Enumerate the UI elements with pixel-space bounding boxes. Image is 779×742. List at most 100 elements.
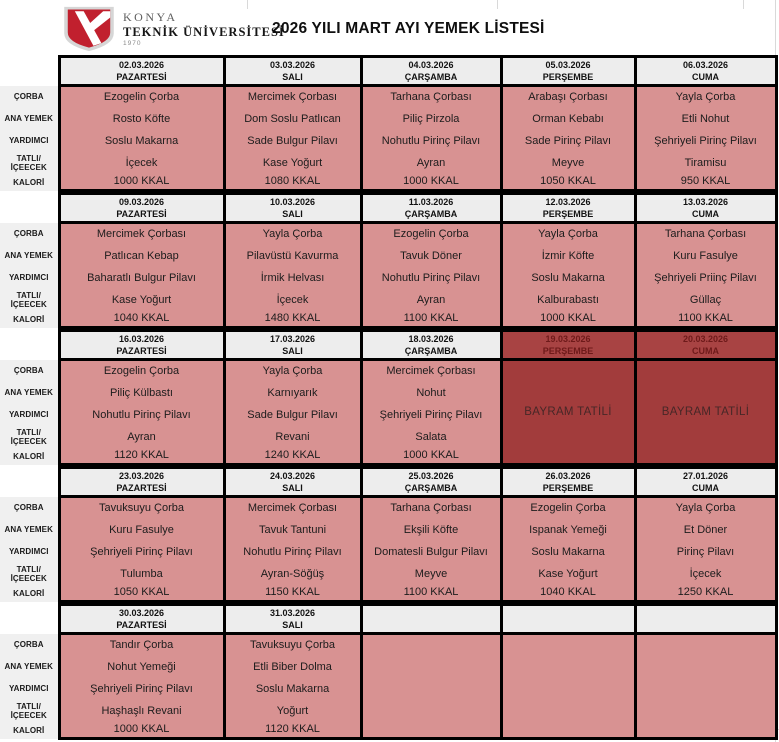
meal-cell[interactable]: 1000 KKAL [499,310,637,329]
meal-cell[interactable]: Yayla Çorba [222,359,363,382]
meal-cell[interactable]: Kalburabastı [499,288,637,311]
row-label-cell[interactable]: ÇORBA [0,359,59,382]
meal-cell[interactable] [359,721,503,740]
row-label-cell[interactable]: KALORİ [0,173,59,191]
meal-cell[interactable] [499,633,637,656]
meal-cell[interactable]: Soslu Makarna [499,266,637,289]
meal-cell[interactable]: 1050 KKAL [499,173,637,192]
meal-cell[interactable] [359,655,503,678]
meal-cell[interactable]: Ispanak Yemeği [499,518,637,541]
date-header-cell[interactable]: 17.03.2026 SALI [222,329,363,361]
meal-cell[interactable]: Meyve [499,151,637,174]
meal-cell[interactable]: Pilavüstü Kavurma [222,244,363,267]
meal-cell[interactable] [359,699,503,722]
date-header-cell[interactable]: 27.01.2026 CUMA [633,466,778,498]
meal-cell[interactable]: Tiramisu [633,151,778,174]
meal-cell[interactable]: Tarhana Çorbası [359,496,503,519]
row-label-cell[interactable]: ANA YEMEK [0,244,59,267]
meal-cell[interactable]: Ezogelin Çorba [359,222,503,245]
meal-cell[interactable]: İzmir Köfte [499,244,637,267]
meal-cell[interactable]: Tavuk Tantuni [222,518,363,541]
meal-cell[interactable]: Kuru Fasulye [57,518,226,541]
meal-cell[interactable]: 1040 KKAL [499,584,637,603]
meal-cell[interactable]: Sade Pirinç Pilavı [499,129,637,152]
meal-cell[interactable] [633,721,778,740]
meal-cell[interactable]: Kase Yoğurt [499,562,637,585]
meal-cell[interactable]: 950 KKAL [633,173,778,192]
meal-cell[interactable]: Karnıyarık [222,381,363,404]
meal-cell[interactable]: 1240 KKAL [222,447,363,466]
meal-cell[interactable]: Mercimek Çorbası [222,85,363,108]
meal-cell[interactable]: Tarhana Çorbası [359,85,503,108]
meal-cell[interactable]: Revani [222,425,363,448]
row-label-cell[interactable]: ANA YEMEK [0,655,59,678]
holiday-date-header-cell[interactable]: 20.03.2026 CUMA [633,329,778,361]
meal-cell[interactable] [633,633,778,656]
meal-cell[interactable]: Şehriyeli Pirinç Pilavı [57,677,226,700]
meal-cell[interactable]: 1000 KKAL [57,173,226,192]
meal-cell[interactable]: Ayran-Söğüş [222,562,363,585]
meal-cell[interactable]: Etli Biber Dolma [222,655,363,678]
date-header-cell[interactable]: 13.03.2026 CUMA [633,192,778,224]
row-label-cell[interactable]: TATLI/İÇEECEK [0,151,59,174]
date-header-cell[interactable]: 16.03.2026 PAZARTESİ [57,329,226,361]
meal-cell[interactable]: Tavuk Döner [359,244,503,267]
meal-cell[interactable]: Tavuksuyu Çorba [222,633,363,656]
meal-cell[interactable]: Ezogelin Çorba [57,85,226,108]
meal-cell[interactable] [633,677,778,700]
date-header-cell[interactable]: 09.03.2026 PAZARTESİ [57,192,226,224]
meal-cell[interactable]: 1150 KKAL [222,584,363,603]
meal-cell[interactable]: Tulumba [57,562,226,585]
meal-cell[interactable]: Nohutlu Pirinç Pilavı [57,403,226,426]
meal-cell[interactable]: 1100 KKAL [633,310,778,329]
meal-cell[interactable]: 1480 KKAL [222,310,363,329]
meal-cell[interactable]: Piliç Külbastı [57,381,226,404]
meal-cell[interactable]: Nohutlu Pirinç Pilavı [359,129,503,152]
meal-cell[interactable]: Haşhaşlı Revani [57,699,226,722]
meal-cell[interactable]: Et Döner [633,518,778,541]
meal-cell[interactable]: Dom Soslu Patlıcan [222,107,363,130]
meal-cell[interactable] [633,655,778,678]
row-label-cell[interactable]: YARDIMCI [0,677,59,700]
date-header-cell[interactable]: 04.03.2026 ÇARŞAMBA [359,55,503,87]
meal-cell[interactable]: Rosto Köfte [57,107,226,130]
meal-cell[interactable]: Sade Bulgur Pilavı [222,403,363,426]
row-label-cell[interactable]: YARDIMCI [0,129,59,152]
meal-cell[interactable]: Yoğurt [222,699,363,722]
meal-cell[interactable]: 1100 KKAL [359,310,503,329]
meal-cell[interactable]: 1250 KKAL [633,584,778,603]
row-label-cell[interactable]: TATLI/İÇEECEK [0,699,59,722]
date-header-cell[interactable]: 03.03.2026 SALI [222,55,363,87]
date-header-cell[interactable]: 11.03.2026 ÇARŞAMBA [359,192,503,224]
meal-cell[interactable]: İçecek [222,288,363,311]
date-header-cell[interactable]: 02.03.2026 PAZARTESİ [57,55,226,87]
meal-cell[interactable]: Etli Nohut [633,107,778,130]
date-header-cell[interactable]: 05.03.2026 PERŞEMBE [499,55,637,87]
row-label-cell[interactable]: YARDIMCI [0,403,59,426]
meal-cell[interactable]: Ayran [359,288,503,311]
meal-cell[interactable]: İrmik Helvası [222,266,363,289]
meal-cell[interactable]: Orman Kebabı [499,107,637,130]
meal-cell[interactable]: Ekşili Köfte [359,518,503,541]
row-label-cell[interactable]: KALORİ [0,447,59,465]
meal-cell[interactable]: Salata [359,425,503,448]
meal-cell[interactable]: Ayran [359,151,503,174]
row-label-cell[interactable]: ANA YEMEK [0,381,59,404]
date-header-cell[interactable]: 12.03.2026 PERŞEMBE [499,192,637,224]
meal-cell[interactable] [499,721,637,740]
meal-cell[interactable]: Patlıcan Kebap [57,244,226,267]
meal-cell[interactable]: Tavuksuyu Çorba [57,496,226,519]
meal-cell[interactable]: 1120 KKAL [222,721,363,740]
date-header-cell[interactable] [499,603,637,635]
meal-cell[interactable]: İçecek [57,151,226,174]
meal-cell[interactable] [359,677,503,700]
meal-cell[interactable]: Soslu Makarna [222,677,363,700]
date-header-cell[interactable] [359,603,503,635]
date-header-cell[interactable]: 18.03.2026 ÇARŞAMBA [359,329,503,361]
meal-cell[interactable]: Yayla Çorba [633,85,778,108]
row-label-cell[interactable]: ANA YEMEK [0,518,59,541]
holiday-cell[interactable]: BAYRAM TATİLİ [633,359,778,466]
date-header-cell[interactable]: 24.03.2026 SALI [222,466,363,498]
meal-cell[interactable]: İçecek [633,562,778,585]
meal-cell[interactable]: 1040 KKAL [57,310,226,329]
